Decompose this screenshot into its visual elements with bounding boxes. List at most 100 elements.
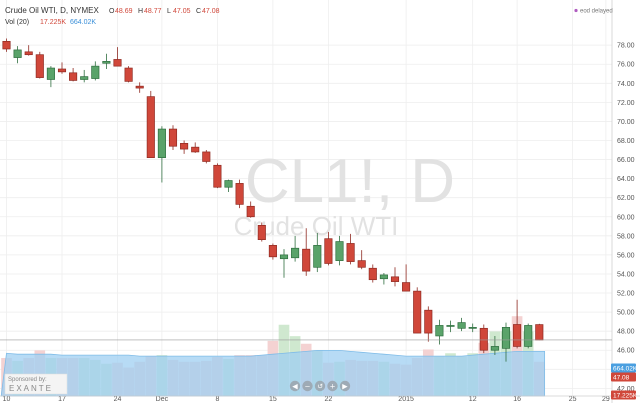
candle (257, 222, 266, 242)
chart-navigation: ◀ − ↺ + ▶ (289, 380, 351, 392)
candle-body (535, 324, 544, 341)
arrow-right-icon (339, 380, 351, 392)
candle-body (379, 274, 388, 280)
candle-body (279, 254, 289, 260)
reset-icon-glyph: ↺ (317, 383, 323, 391)
zoom-in-icon (327, 380, 338, 392)
y-tick-label: 46.00 (617, 348, 635, 355)
y-tick-label: 74.00 (617, 81, 635, 88)
candle (479, 324, 488, 354)
candle-body (390, 276, 400, 282)
candle-body (457, 322, 466, 329)
delay-status: eod delayed (574, 8, 613, 15)
candle (46, 66, 55, 88)
volume-ma-badge (611, 363, 636, 373)
x-tick-label: 12 (469, 396, 477, 403)
x-tick-label: 29 (602, 396, 610, 403)
price-badges: 664.02K 47.08 17.225K (611, 363, 638, 400)
watermark: CL1!, D Crude Oil WTI (234, 147, 455, 241)
candle (35, 51, 44, 79)
candle (424, 306, 433, 342)
zoom-in-icon-glyph: + (330, 383, 336, 391)
candle (291, 235, 300, 262)
volume-label: Vol (20) (5, 19, 29, 26)
x-tick-label: Dec (156, 396, 169, 403)
arrow-left-button[interactable]: ◀ (289, 380, 301, 392)
candle (468, 323, 477, 333)
volume-badge-text: 17.225K (613, 393, 638, 400)
chart-header: Crude Oil WTI, D, NYMEX O 48.69 H 48.77 L 47.… (5, 6, 220, 26)
candle (213, 163, 222, 189)
volume-value: 17.225K (40, 19, 66, 26)
candle (246, 201, 255, 218)
candle-body (257, 224, 266, 240)
y-tick-label: 60.00 (617, 214, 635, 221)
candle-body (490, 346, 499, 351)
x-tick-label: 24 (114, 396, 122, 403)
volume-badge (611, 390, 636, 400)
candle-body (268, 245, 277, 258)
symbol-title: Crude Oil WTI, D, NYMEX (5, 6, 99, 15)
candle-body (446, 325, 455, 327)
candle-body (69, 72, 78, 81)
candle-body (291, 247, 300, 259)
sponsor-brand[interactable]: EXANTE (9, 384, 53, 393)
candle-body (368, 267, 377, 281)
candle (535, 323, 544, 341)
reset-button[interactable]: ↺ (314, 380, 326, 392)
candle (524, 323, 533, 349)
candle (191, 142, 200, 153)
zoom-in-button[interactable]: + (327, 380, 338, 392)
candle (268, 243, 277, 260)
last-price-badge-text: 47.08 (613, 375, 630, 382)
candle-body (124, 67, 133, 82)
ohlc-value: 48.69 (115, 8, 133, 15)
candle-body (424, 309, 433, 334)
y-tick-label: 48.00 (617, 329, 635, 336)
zoom-out-button[interactable]: − (302, 380, 313, 392)
candle-body (146, 96, 155, 159)
sponsor-label: Sponsored by: (8, 377, 47, 383)
candle (69, 68, 78, 82)
candle (24, 45, 33, 56)
x-tick-label: 15 (269, 396, 277, 403)
sponsor-background (4, 373, 68, 395)
candle (357, 250, 366, 270)
candle (390, 267, 400, 287)
candle-body (180, 143, 189, 150)
candle (335, 235, 344, 266)
x-tick-label: 17 (58, 396, 66, 403)
y-tick-label: 68.00 (617, 138, 635, 145)
candle-body (513, 324, 522, 347)
candle (146, 90, 155, 159)
candle (157, 126, 166, 183)
candle-body (113, 59, 122, 67)
candle (379, 273, 388, 285)
candle (324, 232, 333, 266)
candle (435, 319, 444, 345)
candle-body (357, 260, 366, 268)
candle-body (157, 128, 166, 159)
candle-body (524, 325, 533, 347)
candle-body (135, 85, 144, 89)
arrow-right-button[interactable]: ▶ (339, 380, 351, 392)
status-dot-icon (574, 8, 578, 13)
candle (279, 249, 289, 278)
candle (113, 47, 122, 67)
y-tick-label: 54.00 (617, 271, 635, 278)
y-tick-label: 72.00 (617, 100, 635, 107)
candle-body (413, 290, 422, 334)
candle (313, 232, 322, 273)
candle-body (91, 65, 100, 79)
candle-body (435, 325, 444, 337)
candle (2, 38, 11, 52)
candle (368, 264, 377, 283)
candle-body (191, 146, 200, 153)
candle (302, 228, 311, 276)
candle-body (501, 327, 511, 349)
candle (346, 233, 355, 265)
candle (135, 82, 144, 93)
